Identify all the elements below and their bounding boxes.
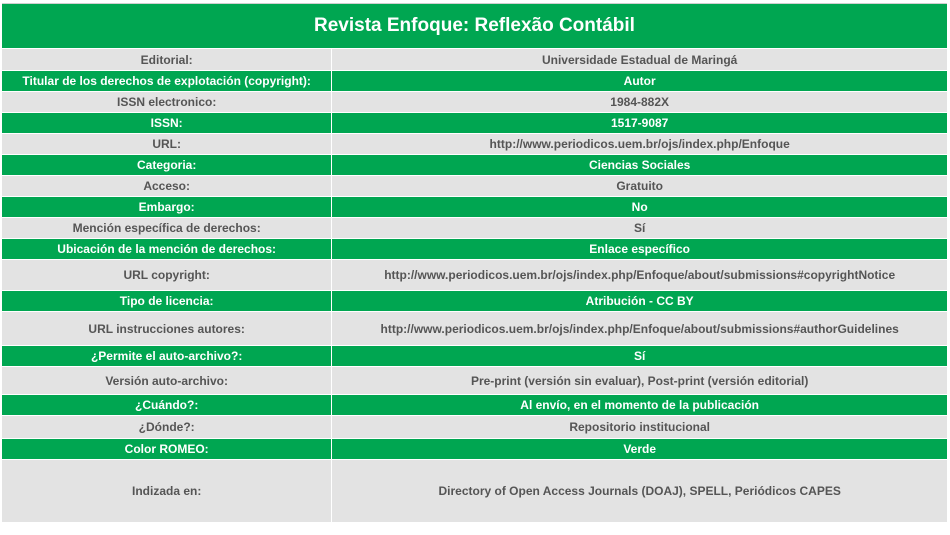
table-row: Categoria: Ciencias Sociales (2, 155, 947, 175)
row-label: Color ROMEO: (2, 439, 332, 459)
row-label: Editorial: (2, 49, 332, 70)
row-label: ¿Cuándo?: (2, 395, 332, 415)
row-value: 1984-882X (332, 92, 947, 112)
row-value: Universidade Estadual de Maringá (332, 49, 947, 70)
row-label: Indizada en: (2, 460, 332, 522)
table-row: ¿Cuándo?: Al envío, en el momento de la … (2, 395, 947, 415)
table-row: URL copyright: http://www.periodicos.uem… (2, 260, 947, 290)
table-row: Color ROMEO: Verde (2, 439, 947, 459)
table-row: Indizada en: Directory of Open Access Jo… (2, 460, 947, 522)
row-value: Al envío, en el momento de la publicació… (332, 395, 947, 415)
row-value: http://www.periodicos.uem.br/ojs/index.p… (332, 260, 947, 290)
row-value: Sí (332, 346, 947, 366)
row-label: Embargo: (2, 197, 332, 217)
table-row: Titular de los derechos de explotación (… (2, 71, 947, 91)
row-label: URL: (2, 134, 332, 154)
row-value: Sí (332, 218, 947, 238)
row-label: URL instrucciones autores: (2, 312, 332, 345)
row-value: Autor (332, 71, 947, 91)
journal-info-panel: Revista Enfoque: Reflexão Contábil Edito… (1, 2, 948, 523)
table-row: Editorial: Universidade Estadual de Mari… (2, 49, 947, 70)
table-row: URL: http://www.periodicos.uem.br/ojs/in… (2, 134, 947, 154)
row-label: Versión auto-archivo: (2, 367, 332, 394)
journal-title: Revista Enfoque: Reflexão Contábil (2, 3, 947, 48)
table-row: URL instrucciones autores: http://www.pe… (2, 312, 947, 345)
table-row: ¿Permite el auto-archivo?: Sí (2, 346, 947, 366)
row-label: Tipo de licencia: (2, 291, 332, 311)
row-value: Gratuito (332, 176, 947, 196)
row-label: Categoria: (2, 155, 332, 175)
table-row: Embargo: No (2, 197, 947, 217)
row-value: Ciencias Sociales (332, 155, 947, 175)
row-value: http://www.periodicos.uem.br/ojs/index.p… (332, 134, 947, 154)
row-value: http://www.periodicos.uem.br/ojs/index.p… (332, 312, 947, 345)
table-row: Acceso: Gratuito (2, 176, 947, 196)
table-row: ¿Dónde?: Repositorio institucional (2, 416, 947, 438)
row-value: Enlace específico (332, 239, 947, 259)
table-row: ISSN electronico: 1984-882X (2, 92, 947, 112)
row-value: Repositorio institucional (332, 416, 947, 438)
row-value: Atribución - CC BY (332, 291, 947, 311)
row-label: ¿Permite el auto-archivo?: (2, 346, 332, 366)
row-value: Verde (332, 439, 947, 459)
row-label: ISSN electronico: (2, 92, 332, 112)
table-row: Mención específica de derechos: Sí (2, 218, 947, 238)
row-label: Mención específica de derechos: (2, 218, 332, 238)
row-label: Acceso: (2, 176, 332, 196)
row-value: Directory of Open Access Journals (DOAJ)… (332, 460, 947, 522)
table-row: Versión auto-archivo: Pre-print (versión… (2, 367, 947, 394)
row-value: Pre-print (versión sin evaluar), Post-pr… (332, 367, 947, 394)
row-label: Titular de los derechos de explotación (… (2, 71, 332, 91)
title-row: Revista Enfoque: Reflexão Contábil (2, 3, 947, 48)
table-row: Tipo de licencia: Atribución - CC BY (2, 291, 947, 311)
row-value: No (332, 197, 947, 217)
table-row: ISSN: 1517-9087 (2, 113, 947, 133)
row-label: ISSN: (2, 113, 332, 133)
journal-info-table: Revista Enfoque: Reflexão Contábil Edito… (1, 2, 948, 523)
row-value: 1517-9087 (332, 113, 947, 133)
row-label: URL copyright: (2, 260, 332, 290)
table-row: Ubicación de la mención de derechos: Enl… (2, 239, 947, 259)
row-label: ¿Dónde?: (2, 416, 332, 438)
row-label: Ubicación de la mención de derechos: (2, 239, 332, 259)
